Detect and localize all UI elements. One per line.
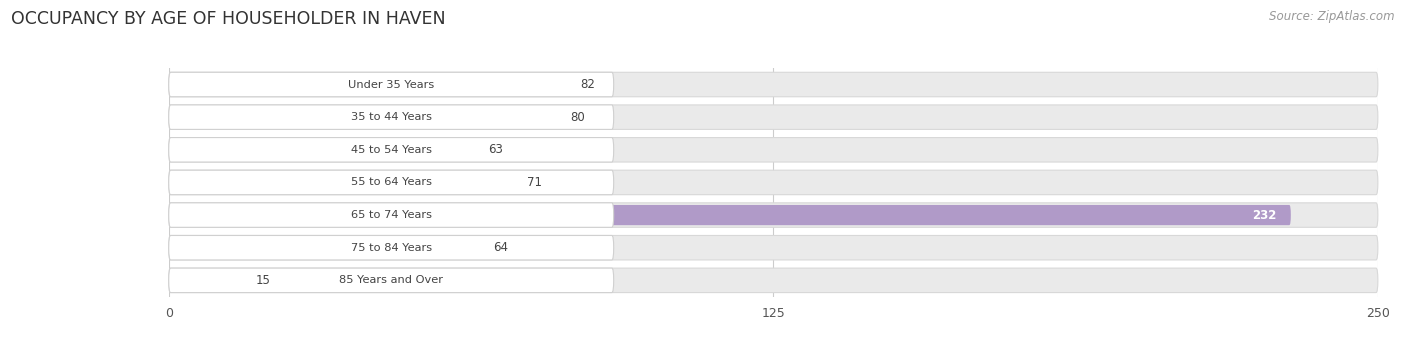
Text: 232: 232 [1251, 209, 1277, 222]
FancyBboxPatch shape [169, 270, 242, 291]
FancyBboxPatch shape [169, 268, 613, 293]
FancyBboxPatch shape [169, 236, 1378, 260]
Text: 45 to 54 Years: 45 to 54 Years [350, 145, 432, 155]
FancyBboxPatch shape [169, 236, 613, 260]
FancyBboxPatch shape [169, 170, 1378, 195]
FancyBboxPatch shape [169, 170, 613, 195]
Text: 75 to 84 Years: 75 to 84 Years [350, 243, 432, 253]
Text: 65 to 74 Years: 65 to 74 Years [350, 210, 432, 220]
FancyBboxPatch shape [169, 74, 565, 95]
Text: 55 to 64 Years: 55 to 64 Years [350, 177, 432, 188]
Text: 63: 63 [488, 143, 503, 156]
FancyBboxPatch shape [169, 205, 1291, 225]
Text: 71: 71 [527, 176, 541, 189]
FancyBboxPatch shape [169, 140, 474, 160]
FancyBboxPatch shape [169, 172, 512, 193]
Text: OCCUPANCY BY AGE OF HOUSEHOLDER IN HAVEN: OCCUPANCY BY AGE OF HOUSEHOLDER IN HAVEN [11, 10, 446, 28]
Text: 85 Years and Over: 85 Years and Over [339, 275, 443, 285]
FancyBboxPatch shape [169, 203, 613, 227]
Text: 15: 15 [256, 274, 270, 287]
FancyBboxPatch shape [169, 107, 555, 127]
Text: Source: ZipAtlas.com: Source: ZipAtlas.com [1270, 10, 1395, 23]
FancyBboxPatch shape [169, 238, 478, 258]
Text: Under 35 Years: Under 35 Years [349, 79, 434, 90]
FancyBboxPatch shape [169, 72, 1378, 97]
FancyBboxPatch shape [169, 268, 1378, 293]
Text: 80: 80 [571, 111, 585, 124]
FancyBboxPatch shape [169, 105, 613, 129]
Text: 82: 82 [579, 78, 595, 91]
FancyBboxPatch shape [169, 72, 613, 97]
FancyBboxPatch shape [169, 137, 613, 162]
Text: 35 to 44 Years: 35 to 44 Years [350, 112, 432, 122]
FancyBboxPatch shape [169, 203, 1378, 227]
Text: 64: 64 [492, 241, 508, 254]
FancyBboxPatch shape [169, 137, 1378, 162]
FancyBboxPatch shape [169, 105, 1378, 129]
